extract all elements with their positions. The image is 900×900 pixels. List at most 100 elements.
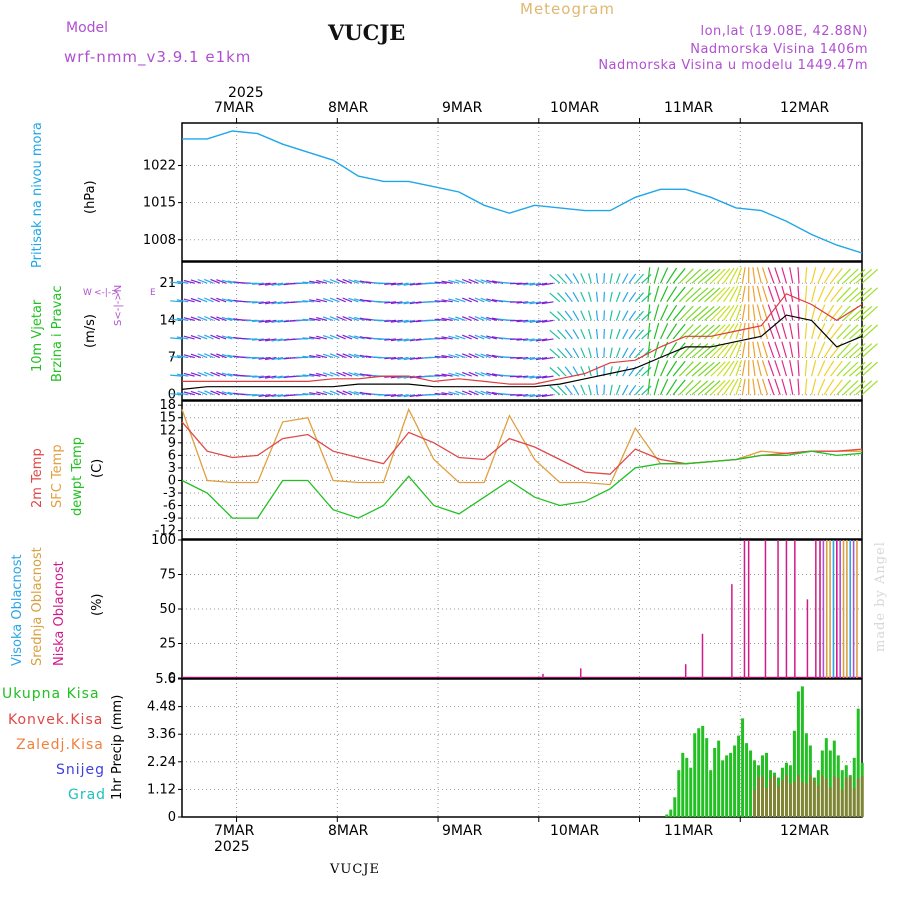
bottom-day-label: 7MAR [214,823,255,839]
wind-arrow [468,371,479,377]
wind-arrow [666,267,678,284]
wind-arrow [781,378,788,395]
wind-arrow [704,305,721,321]
wind-arrow [176,280,189,284]
wind-arrow [258,319,271,323]
wind-arrow [390,319,403,323]
wind-arrow [774,267,781,284]
wind-arrow [697,306,715,321]
wind-arrow [653,267,660,284]
wind-arrow [461,334,472,340]
wind-arrow [588,291,592,302]
top-day-label: 12MAR [780,100,830,116]
wind-arrow [486,354,497,359]
wind-arrow [302,318,315,321]
wind-arrow [647,322,651,340]
wind-arrow [647,267,651,284]
wind-arrow [461,316,472,321]
wind-arrow [752,378,756,395]
wind-arrow [685,342,702,358]
wind-arrow [811,341,817,358]
wind-arrow [704,287,721,303]
wind-arrow [836,324,851,340]
wind-arrow [564,366,573,377]
wind-arrow [615,310,621,321]
wind-arrow [448,335,460,340]
wind-arrow [849,324,866,340]
wind-arrow [572,310,580,321]
wind-arrow [302,281,315,284]
wind-arrow [634,292,644,303]
wind-arrow [716,268,731,284]
wind-arrow [329,371,340,377]
wind-arrow [549,367,561,377]
wind-arrow [572,347,580,358]
y-tick-label: 21 [159,276,176,291]
temp-dew-label: dewpt Temp [70,436,85,516]
wind-arrow [735,378,743,395]
wind-arrow [722,267,735,284]
wind-arrow [666,304,678,321]
y-tick-label: 25 [159,637,176,652]
wind-arrow [480,316,491,321]
wind-arrow [258,338,271,342]
wind-arrow [842,324,859,340]
wind-arrow [384,301,397,304]
wind-arrow [804,360,808,377]
wind-arrow [672,286,686,303]
wind-arrow [348,316,359,321]
wind-arrow [735,267,743,284]
wind-arrow [752,267,756,284]
wind-arrow [322,335,334,340]
wind-arrow [523,356,535,360]
top-day-label: 9MAR [442,100,483,116]
wind-arrow [221,391,233,396]
wind-arrow [468,315,479,321]
wind-arrow [468,334,479,340]
precip-graupel-legend: Grad [68,787,107,803]
wind-arrow [210,278,221,284]
wind-arrow [580,291,586,303]
wind-arrow [264,319,277,323]
wind-arrow [486,316,497,321]
wind-arrow [710,268,726,284]
wind-arrow [529,375,541,379]
wind-arrow [729,286,739,303]
wind-arrow [704,268,721,284]
wind-arrow [823,267,835,284]
wind-arrow [221,316,233,321]
wind-arrow [842,287,859,303]
wind-arrow [710,305,726,321]
wind-arrow [678,286,694,303]
wind-arrow [227,354,239,359]
wind-arrow [823,304,835,321]
wind-arrow [535,394,548,398]
clouds-frame [181,539,863,679]
wind-arrow [722,379,735,396]
y-tick-label: 3.36 [147,727,176,742]
wind-arrow [836,268,851,284]
wind-arrow [252,394,264,397]
cloud-low-label: Niska Oblacnost [52,561,67,666]
wind-arrow [210,353,221,359]
wind-arrow [767,341,775,358]
wind-arrow [564,273,573,284]
y-tick-label: -12 [155,524,176,539]
wind-arrow [441,392,453,396]
wind-arrow [516,282,529,285]
wind-arrow [767,323,775,340]
wind-arrow [653,322,660,340]
wind-arrow [789,285,794,302]
wind-arrow [461,390,472,396]
wind-arrow [190,335,202,340]
bottom-day-label: 11MAR [664,823,714,839]
wind-arrow [804,341,808,358]
wind-arrow [529,338,541,342]
wind-arrow [811,322,817,340]
wind-arrow [491,373,504,377]
wind-arrow [622,273,629,284]
wind-arrow [486,391,497,396]
wind-arrow [653,285,660,302]
wind-arrow [804,378,808,395]
